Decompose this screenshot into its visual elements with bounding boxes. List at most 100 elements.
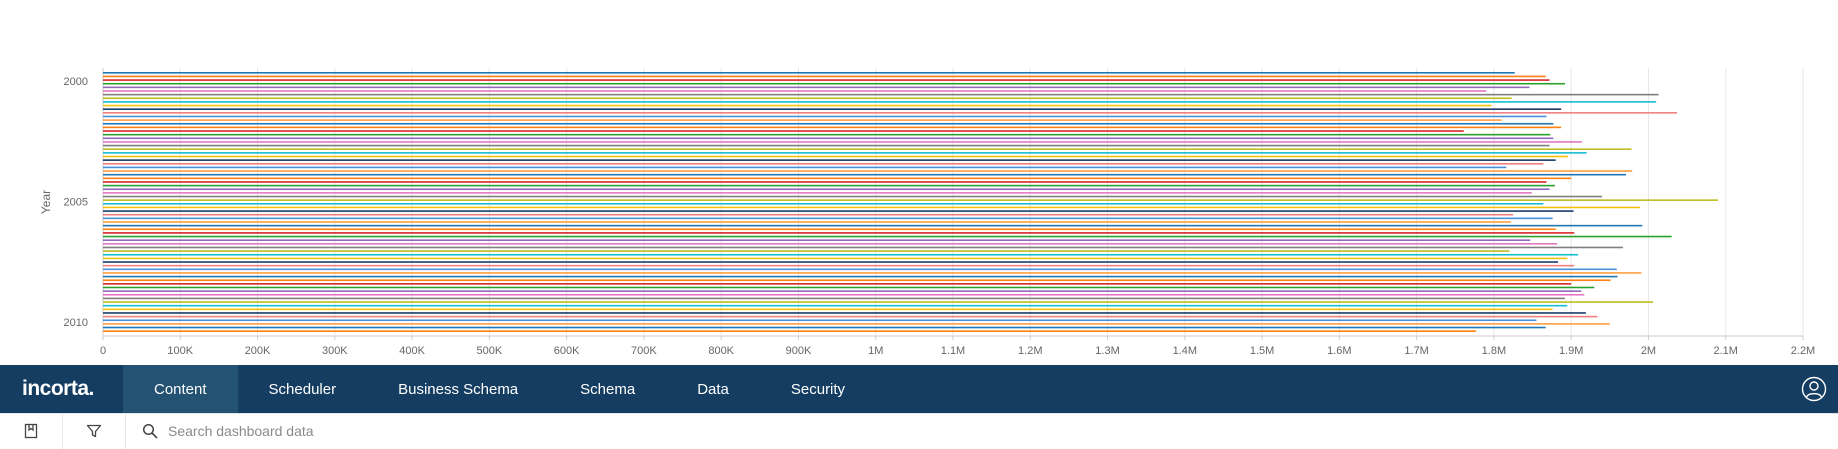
bar bbox=[103, 93, 1659, 96]
x-tick-label: 2M bbox=[1641, 345, 1656, 357]
nav-item-schema[interactable]: Schema bbox=[580, 380, 636, 398]
filter-button[interactable] bbox=[63, 413, 126, 449]
bar bbox=[103, 177, 1572, 180]
bar bbox=[103, 166, 1507, 169]
bar bbox=[103, 144, 1550, 147]
bar bbox=[103, 283, 1572, 285]
bar bbox=[103, 181, 1547, 183]
x-tick-label: 100K bbox=[167, 345, 193, 357]
x-tick-label: 1M bbox=[868, 345, 883, 357]
bar bbox=[103, 133, 1551, 136]
x-tick-label: 900K bbox=[786, 345, 812, 357]
bar bbox=[103, 192, 1532, 194]
bar bbox=[103, 75, 1546, 78]
bar bbox=[103, 253, 1579, 256]
x-tick-label: 2.1M bbox=[1713, 345, 1737, 357]
bar bbox=[103, 101, 1657, 103]
bar bbox=[103, 203, 1544, 205]
x-tick-label: 1.1M bbox=[941, 345, 965, 357]
x-tick-label: 1.6M bbox=[1327, 345, 1351, 357]
nav-item-scheduler[interactable]: Scheduler bbox=[268, 380, 337, 398]
bar bbox=[103, 217, 1553, 220]
x-tick-label: 1.7M bbox=[1404, 345, 1428, 357]
bar bbox=[103, 323, 1610, 325]
x-tick-label: 1.3M bbox=[1095, 345, 1119, 357]
bar bbox=[103, 170, 1633, 172]
bar bbox=[103, 239, 1531, 241]
search-input[interactable] bbox=[166, 422, 570, 440]
bar bbox=[103, 162, 1544, 165]
bar bbox=[103, 315, 1598, 318]
bar bbox=[103, 235, 1672, 238]
bar bbox=[103, 199, 1718, 201]
bar bbox=[103, 159, 1556, 161]
search-icon bbox=[142, 423, 158, 439]
user-circle-icon[interactable] bbox=[1800, 375, 1828, 403]
bar bbox=[103, 232, 1575, 234]
bar bbox=[103, 86, 1530, 89]
x-tick-label: 1.9M bbox=[1559, 345, 1583, 357]
bar bbox=[103, 108, 1562, 110]
incorta-logo: incorta. bbox=[22, 377, 94, 400]
bar bbox=[103, 115, 1547, 118]
bar bbox=[103, 330, 1477, 332]
bar bbox=[103, 72, 1515, 74]
bar bbox=[103, 97, 1512, 100]
bar bbox=[103, 206, 1640, 209]
nav-item-business-schema[interactable]: Business Schema bbox=[398, 380, 519, 398]
bar-chart: 0 100K 200K 300K 400K 500K 600K 700K 800K 900K 1M 1… bbox=[39, 68, 1815, 357]
search-bar bbox=[126, 414, 570, 449]
x-tick-label: 2.2M bbox=[1791, 345, 1815, 357]
bar bbox=[103, 279, 1611, 282]
x-tick-label: 1.8M bbox=[1482, 345, 1506, 357]
top-navbar: incorta. Content Scheduler Business Sche… bbox=[0, 365, 1838, 413]
bar bbox=[103, 243, 1558, 245]
y-axis-title: Year bbox=[39, 190, 53, 214]
y-tick-label: 2000 bbox=[64, 76, 88, 88]
x-tick-label: 800K bbox=[708, 345, 734, 357]
bar bbox=[103, 301, 1654, 303]
y-tick-label: 2005 bbox=[64, 197, 88, 209]
bar bbox=[103, 195, 1603, 198]
bar bbox=[103, 221, 1511, 223]
bookmark-icon bbox=[24, 423, 38, 439]
bar bbox=[103, 119, 1502, 121]
bar bbox=[103, 122, 1554, 125]
x-tick-label: 400K bbox=[399, 345, 425, 357]
x-tick-label: 1.4M bbox=[1173, 345, 1197, 357]
x-tick-label: 1.2M bbox=[1018, 345, 1042, 357]
x-tick-label: 600K bbox=[554, 345, 580, 357]
bar bbox=[103, 224, 1643, 227]
y-tick-label: 2010 bbox=[64, 317, 88, 329]
bar bbox=[103, 264, 1575, 267]
bar bbox=[103, 304, 1568, 307]
bar bbox=[103, 308, 1553, 311]
bar bbox=[103, 213, 1514, 216]
chart-area: 0 100K 200K 300K 400K 500K 600K 700K 800K 900K 1M 1… bbox=[39, 68, 1816, 357]
bar bbox=[103, 148, 1632, 151]
bookmark-button[interactable] bbox=[0, 413, 63, 449]
bar bbox=[103, 90, 1487, 92]
x-tick-label: 1.5M bbox=[1250, 345, 1274, 357]
bar bbox=[103, 326, 1546, 329]
bar bbox=[103, 228, 1556, 231]
nav-item-content[interactable]: Content bbox=[123, 365, 238, 413]
bar bbox=[103, 141, 1582, 143]
bar bbox=[103, 82, 1565, 85]
bar bbox=[103, 112, 1678, 114]
bar bbox=[103, 286, 1595, 289]
filter-icon bbox=[86, 424, 102, 438]
nav-item-security[interactable]: Security bbox=[790, 380, 846, 398]
bar bbox=[103, 210, 1574, 212]
nav-item-data[interactable]: Data bbox=[697, 380, 729, 398]
x-tick-label: 300K bbox=[322, 345, 348, 357]
bar bbox=[103, 250, 1510, 252]
bar bbox=[103, 257, 1568, 260]
bar bbox=[103, 312, 1586, 314]
bar bbox=[103, 79, 1550, 81]
x-tick-label: 700K bbox=[631, 345, 657, 357]
bar bbox=[103, 126, 1562, 129]
user-circle-icon-graphic bbox=[1801, 376, 1827, 402]
bar bbox=[103, 137, 1554, 140]
bar bbox=[103, 293, 1585, 296]
